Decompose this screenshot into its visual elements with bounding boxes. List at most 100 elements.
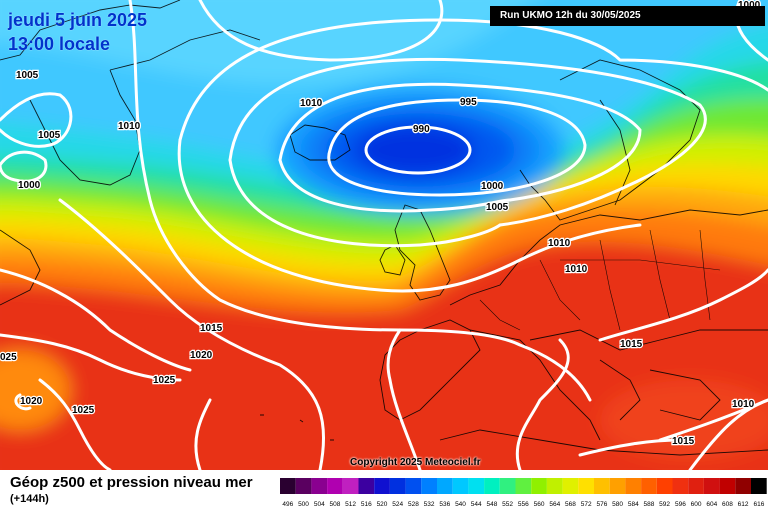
scale-swatch bbox=[437, 478, 453, 494]
isobar-label: 1020 bbox=[190, 350, 213, 361]
weather-map: 1005 1005 1000 1010 1010 995 990 1000 1005 1010 10… bbox=[0, 0, 768, 470]
scale-tick-label: 520 bbox=[377, 501, 388, 508]
scale-swatch bbox=[703, 478, 720, 494]
scale-swatch bbox=[625, 478, 642, 494]
scale-tick-label: 596 bbox=[675, 501, 686, 508]
scale-tick-label: 588 bbox=[643, 501, 654, 508]
scale-swatch bbox=[389, 478, 406, 494]
copyright-notice: Copyright 2025 Meteociel.fr bbox=[350, 457, 481, 468]
scale-tick-label: 568 bbox=[565, 501, 576, 508]
isobar-1020 bbox=[58, 198, 326, 470]
scale-swatch bbox=[641, 478, 657, 494]
scale-tick-label: 608 bbox=[722, 501, 733, 508]
scale-swatch bbox=[342, 478, 359, 494]
forecast-step: (+144h) bbox=[10, 493, 49, 505]
scale-swatch bbox=[562, 478, 579, 494]
isobar-1010 bbox=[178, 18, 768, 142]
scale-tick-label: 500 bbox=[298, 501, 309, 508]
isobar-1015 bbox=[128, 0, 592, 402]
scale-swatch bbox=[735, 478, 751, 494]
scale-swatch bbox=[531, 478, 547, 494]
scale-swatch bbox=[421, 478, 437, 494]
isobar-995 bbox=[327, 98, 587, 197]
scale-swatch bbox=[546, 478, 563, 494]
isobar-label: 1020 bbox=[20, 396, 43, 407]
scale-swatch bbox=[751, 478, 767, 494]
map-title: Géop z500 et pression niveau mer bbox=[10, 474, 253, 491]
scale-tick-label: 604 bbox=[706, 501, 717, 508]
isobar-label: 1010 bbox=[565, 264, 588, 275]
isobar-label: 1010 bbox=[300, 98, 323, 109]
scale-swatch bbox=[688, 478, 704, 494]
scale-tick-label: 512 bbox=[345, 501, 356, 508]
isobar-label: 1010 bbox=[732, 399, 755, 410]
isobar-1005 bbox=[228, 57, 707, 227]
scale-swatch bbox=[594, 478, 610, 494]
scale-tick-label: 548 bbox=[486, 501, 497, 508]
scale-tick-label: 540 bbox=[455, 501, 466, 508]
isobar-label: 1015 bbox=[200, 323, 223, 334]
scale-tick-label: 536 bbox=[439, 501, 450, 508]
scale-swatch bbox=[484, 478, 500, 494]
scale-swatch bbox=[374, 478, 390, 494]
isobar-label: 1000 bbox=[481, 181, 504, 192]
geopotential-field bbox=[0, 0, 768, 470]
scale-tick-label: 552 bbox=[502, 501, 513, 508]
scale-tick-label: 544 bbox=[471, 501, 482, 508]
isobar-label: 1025 bbox=[153, 375, 176, 386]
scale-swatch bbox=[719, 478, 736, 494]
scale-tick-label: 616 bbox=[753, 501, 764, 508]
coastlines bbox=[0, 0, 768, 456]
scale-tick-label: 532 bbox=[424, 501, 435, 508]
scale-swatch bbox=[280, 478, 296, 494]
forecast-date: jeudi 5 juin 2025 bbox=[8, 10, 148, 30]
run-info-banner: Run UKMO 12h du 30/05/2025 bbox=[490, 6, 765, 26]
scale-tick-label: 580 bbox=[612, 501, 623, 508]
scale-tick-label: 584 bbox=[628, 501, 639, 508]
isobar-label: 1015 bbox=[620, 339, 643, 350]
isobar-labels: 1005 1005 1000 1010 1010 995 990 1000 1005 1010 10… bbox=[0, 0, 762, 448]
isobars bbox=[0, 0, 768, 470]
isobar-label: 025 bbox=[0, 352, 17, 363]
scale-labels: 496 500 504 508 512 516 520 524 528 532 536 540 544 5… bbox=[282, 501, 764, 508]
scale-swatch bbox=[499, 478, 516, 494]
isobar-1000-s bbox=[278, 158, 512, 213]
scale-tick-label: 572 bbox=[581, 501, 592, 508]
scale-tick-label: 504 bbox=[314, 501, 325, 508]
scale-swatch bbox=[452, 478, 469, 494]
scale-tick-label: 508 bbox=[329, 501, 340, 508]
isobar-label: 1025 bbox=[72, 405, 95, 416]
scale-tick-label: 564 bbox=[549, 501, 560, 508]
isobar-label: 1000 bbox=[18, 180, 41, 191]
isobar-label: 1005 bbox=[38, 130, 61, 141]
isobar-label: 1010 bbox=[548, 238, 571, 249]
scale-tick-label: 576 bbox=[596, 501, 607, 508]
isobar-label: 1010 bbox=[118, 121, 141, 132]
isobar-label: 1015 bbox=[672, 436, 695, 447]
scale-swatch bbox=[656, 478, 673, 494]
forecast-time: 13:00 locale bbox=[8, 34, 111, 54]
scale-swatch bbox=[609, 478, 626, 494]
scale-tick-label: 612 bbox=[738, 501, 749, 508]
scale-swatch bbox=[358, 478, 375, 494]
scale-swatch bbox=[327, 478, 343, 494]
isobar-1025 bbox=[0, 333, 182, 382]
scale-swatch bbox=[405, 478, 422, 494]
scale-swatch bbox=[672, 478, 689, 494]
scale-swatch bbox=[311, 478, 328, 494]
scale-swatch bbox=[468, 478, 485, 494]
scale-tick-label: 528 bbox=[408, 501, 419, 508]
color-scale: 496 500 504 508 512 516 520 524 528 532 536 540 544 5… bbox=[280, 478, 767, 508]
scale-tick-label: 600 bbox=[691, 501, 702, 508]
scale-tick-label: 556 bbox=[518, 501, 529, 508]
scale-tick-label: 496 bbox=[282, 501, 293, 508]
scale-swatch bbox=[578, 478, 594, 494]
scale-tick-label: 524 bbox=[392, 501, 403, 508]
isobar-label: 1005 bbox=[486, 202, 509, 213]
isobar-1000-n bbox=[278, 82, 642, 202]
isobar-label: 1005 bbox=[16, 70, 39, 81]
scale-swatch bbox=[295, 478, 312, 494]
scale-swatch bbox=[515, 478, 532, 494]
isobar-label: 995 bbox=[460, 97, 477, 108]
